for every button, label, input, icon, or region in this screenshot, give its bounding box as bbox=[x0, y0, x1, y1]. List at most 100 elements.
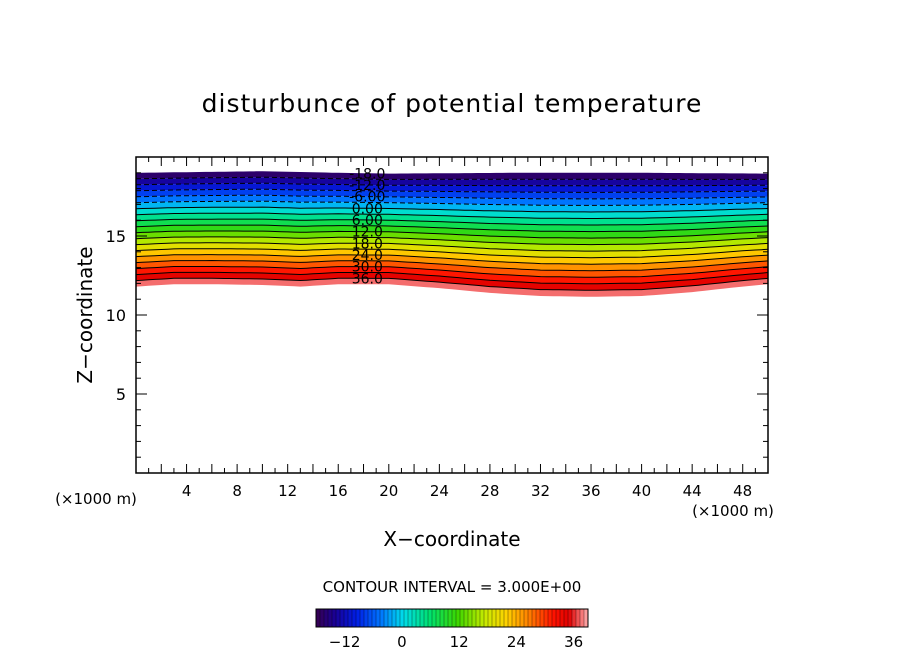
colorbar-segment bbox=[448, 609, 453, 627]
x-tick-label: 16 bbox=[329, 482, 348, 500]
colorbar-tick-labels: −12 0 12 24 36 bbox=[329, 633, 583, 651]
colorbar-segment bbox=[476, 609, 481, 627]
colorbar-segment bbox=[456, 609, 461, 627]
x-tick-label: 36 bbox=[581, 482, 600, 500]
contour-line bbox=[136, 242, 768, 252]
contour-band bbox=[136, 260, 768, 278]
colorbar-segment bbox=[416, 609, 421, 627]
colorbar-segment bbox=[344, 609, 349, 627]
contour-line bbox=[136, 182, 768, 187]
contour-band bbox=[136, 213, 768, 225]
contour-label: -12.0 bbox=[349, 178, 385, 194]
contour-line bbox=[136, 277, 768, 291]
contour-line bbox=[136, 200, 768, 206]
colorbar-segment bbox=[472, 609, 477, 627]
colorbar-segment bbox=[336, 609, 341, 627]
colorbar-segment bbox=[524, 609, 529, 627]
colorbar-tick-label: 24 bbox=[507, 633, 526, 651]
colorbar-segment bbox=[504, 609, 509, 627]
colorbar-segment bbox=[356, 609, 361, 627]
colorbar-segment bbox=[408, 609, 413, 627]
contour-band bbox=[136, 236, 768, 252]
x-tick-label: 12 bbox=[278, 482, 297, 500]
contour-label: -18.0 bbox=[349, 166, 385, 182]
contour-label: 0.00 bbox=[352, 201, 383, 217]
colorbar-segment bbox=[380, 609, 385, 627]
colorbar-tick-label: 36 bbox=[564, 633, 583, 651]
z-tick-label: 10 bbox=[106, 306, 126, 325]
contour-field bbox=[136, 171, 768, 297]
contour-label: 12.0 bbox=[352, 225, 383, 241]
contour-label-group: -18.0-12.0-6.000.006.0012.018.024.030.03… bbox=[349, 166, 385, 287]
colorbar-segment bbox=[320, 609, 325, 627]
x-tick-label: 24 bbox=[430, 482, 449, 500]
y-axis-label: Z−coordinate bbox=[73, 246, 97, 383]
contour-label: 6.00 bbox=[352, 213, 383, 229]
colorbar-segment bbox=[444, 609, 449, 627]
colorbar-segment bbox=[492, 609, 497, 627]
contour-line bbox=[136, 206, 768, 213]
contour-band bbox=[136, 183, 768, 193]
colorbar-segment bbox=[376, 609, 381, 627]
x-tick-label: 48 bbox=[733, 482, 752, 500]
contour-band bbox=[136, 231, 768, 245]
contour-line bbox=[136, 248, 768, 259]
x-tick-label: 32 bbox=[531, 482, 550, 500]
colorbar bbox=[315, 608, 589, 628]
colorbar-segment bbox=[436, 609, 441, 627]
colorbar-segment bbox=[392, 609, 397, 627]
z-unit-label: (×1000 m) bbox=[55, 490, 137, 508]
x-tick-label: 40 bbox=[632, 482, 651, 500]
colorbar-segment bbox=[528, 609, 533, 627]
colorbar-segment bbox=[556, 609, 561, 627]
contour-band bbox=[136, 225, 768, 239]
colorbar-segment bbox=[532, 609, 537, 627]
contour-line bbox=[136, 218, 768, 226]
contour-line bbox=[136, 212, 768, 219]
colorbar-segment bbox=[404, 609, 409, 627]
colorbar-segment bbox=[572, 609, 577, 627]
colorbar-segment bbox=[388, 609, 393, 627]
contour-label: 24.0 bbox=[352, 248, 383, 264]
z-tick-labels: 5 10 15 bbox=[106, 227, 126, 404]
contour-band bbox=[136, 201, 768, 212]
contour-line bbox=[136, 224, 768, 233]
colorbar-segment bbox=[324, 609, 329, 627]
contour-band bbox=[136, 254, 768, 271]
colorbar-segment bbox=[520, 609, 525, 627]
contour-band bbox=[136, 266, 768, 284]
z-tick-label: 5 bbox=[116, 385, 126, 404]
colorbar-segment bbox=[536, 609, 541, 627]
colorbar-segment bbox=[500, 609, 505, 627]
colorbar-segment bbox=[396, 609, 401, 627]
colorbar-segment bbox=[516, 609, 521, 627]
colorbar-segment bbox=[464, 609, 469, 627]
colorbar-segment bbox=[560, 609, 565, 627]
colorbar-frame bbox=[315, 608, 589, 628]
colorbar-segment bbox=[412, 609, 417, 627]
colorbar-segment bbox=[484, 609, 489, 627]
colorbar-segment bbox=[400, 609, 405, 627]
colorbar-segment bbox=[552, 609, 557, 627]
contour-band bbox=[136, 171, 768, 180]
colorbar-segment bbox=[424, 609, 429, 627]
colorbar-tick-label: 0 bbox=[397, 633, 407, 651]
colorbar-segment bbox=[384, 609, 389, 627]
contour-line bbox=[136, 271, 768, 285]
contour-line bbox=[136, 259, 768, 272]
colorbar-segment bbox=[316, 609, 321, 627]
colorbar-segment bbox=[548, 609, 553, 627]
colorbar-tick-label: −12 bbox=[329, 633, 361, 651]
contour-line bbox=[136, 188, 768, 193]
contour-interval-text: CONTOUR INTERVAL = 3.000E+00 bbox=[323, 578, 582, 596]
colorbar-segment bbox=[488, 609, 493, 627]
colorbar-segment bbox=[432, 609, 437, 627]
colorbar-segment bbox=[512, 609, 517, 627]
colorbar-segment bbox=[452, 609, 457, 627]
colorbar-segment bbox=[440, 609, 445, 627]
colorbar-segment bbox=[544, 609, 549, 627]
chart-title: disturbunce of potential temperature bbox=[202, 89, 703, 118]
colorbar-segment bbox=[460, 609, 465, 627]
colorbar-segment bbox=[328, 609, 333, 627]
